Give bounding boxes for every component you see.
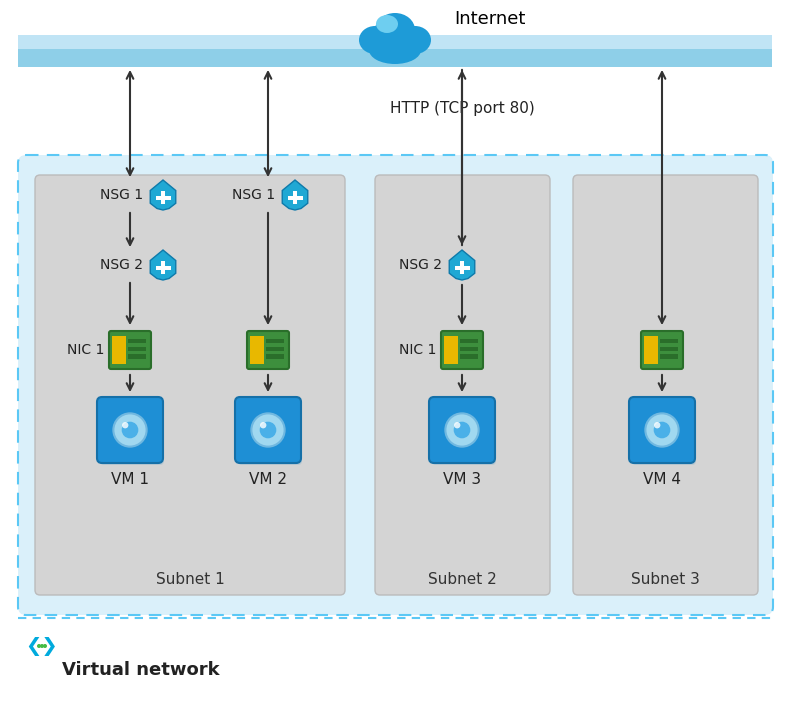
Text: NSG 1: NSG 1 <box>100 188 143 202</box>
Text: HTTP (TCP port 80): HTTP (TCP port 80) <box>390 100 535 116</box>
FancyBboxPatch shape <box>238 401 302 465</box>
Circle shape <box>653 422 671 438</box>
Text: Subnet 3: Subnet 3 <box>631 573 700 588</box>
Bar <box>266 355 284 359</box>
Bar <box>156 266 171 270</box>
Circle shape <box>260 422 266 428</box>
Circle shape <box>113 413 147 446</box>
Bar <box>644 336 658 364</box>
Text: VM 4: VM 4 <box>643 472 681 487</box>
Ellipse shape <box>376 15 398 33</box>
Circle shape <box>43 644 47 648</box>
FancyBboxPatch shape <box>109 331 151 369</box>
Text: NSG 1: NSG 1 <box>232 188 275 202</box>
Bar <box>250 336 264 364</box>
Circle shape <box>251 413 284 446</box>
FancyBboxPatch shape <box>18 155 773 615</box>
Polygon shape <box>282 180 308 210</box>
Text: Internet: Internet <box>454 10 525 28</box>
Ellipse shape <box>375 13 415 47</box>
Polygon shape <box>150 180 175 210</box>
FancyBboxPatch shape <box>35 175 345 595</box>
Circle shape <box>122 422 138 438</box>
FancyBboxPatch shape <box>432 401 496 465</box>
Ellipse shape <box>369 36 421 64</box>
FancyBboxPatch shape <box>441 331 483 369</box>
Bar <box>460 347 478 351</box>
Bar <box>266 339 284 343</box>
Bar <box>660 355 678 359</box>
Bar <box>161 261 165 274</box>
Bar <box>454 266 469 270</box>
Text: VM 3: VM 3 <box>443 472 481 487</box>
Bar <box>161 191 165 204</box>
Text: Subnet 1: Subnet 1 <box>156 573 224 588</box>
Bar <box>460 339 478 343</box>
Text: NSG 2: NSG 2 <box>399 258 442 272</box>
Bar <box>18 35 772 49</box>
Polygon shape <box>450 250 475 280</box>
Bar <box>288 196 303 200</box>
Bar <box>293 191 297 204</box>
Circle shape <box>453 422 470 438</box>
Circle shape <box>260 422 276 438</box>
Bar <box>660 339 678 343</box>
Text: NIC 1: NIC 1 <box>399 343 436 357</box>
Bar <box>444 336 458 364</box>
Bar <box>460 355 478 359</box>
FancyBboxPatch shape <box>375 175 550 595</box>
Bar <box>460 261 464 274</box>
Bar <box>128 347 146 351</box>
Text: VM 2: VM 2 <box>249 472 287 487</box>
Circle shape <box>645 413 679 446</box>
Ellipse shape <box>359 26 391 54</box>
Text: NIC 1: NIC 1 <box>66 343 104 357</box>
FancyBboxPatch shape <box>100 401 164 465</box>
Ellipse shape <box>399 26 431 54</box>
Bar <box>128 339 146 343</box>
Circle shape <box>654 422 660 428</box>
FancyBboxPatch shape <box>247 331 289 369</box>
Polygon shape <box>150 250 175 280</box>
Bar <box>156 196 171 200</box>
Circle shape <box>37 644 41 648</box>
FancyBboxPatch shape <box>629 397 695 463</box>
Circle shape <box>454 422 461 428</box>
FancyBboxPatch shape <box>641 331 683 369</box>
Circle shape <box>446 413 479 446</box>
Bar <box>128 355 146 359</box>
FancyBboxPatch shape <box>573 175 758 595</box>
FancyBboxPatch shape <box>632 401 696 465</box>
Text: NSG 2: NSG 2 <box>100 258 143 272</box>
FancyBboxPatch shape <box>235 397 301 463</box>
Text: Subnet 2: Subnet 2 <box>428 573 497 588</box>
Bar <box>266 347 284 351</box>
Circle shape <box>40 644 44 648</box>
Bar <box>660 347 678 351</box>
FancyBboxPatch shape <box>97 397 163 463</box>
Bar <box>112 336 126 364</box>
Bar <box>18 35 772 67</box>
Text: VM 1: VM 1 <box>111 472 149 487</box>
Text: Virtual network: Virtual network <box>62 661 220 679</box>
Circle shape <box>122 422 129 428</box>
FancyBboxPatch shape <box>429 397 495 463</box>
Text: ❮❯: ❮❯ <box>25 637 58 656</box>
